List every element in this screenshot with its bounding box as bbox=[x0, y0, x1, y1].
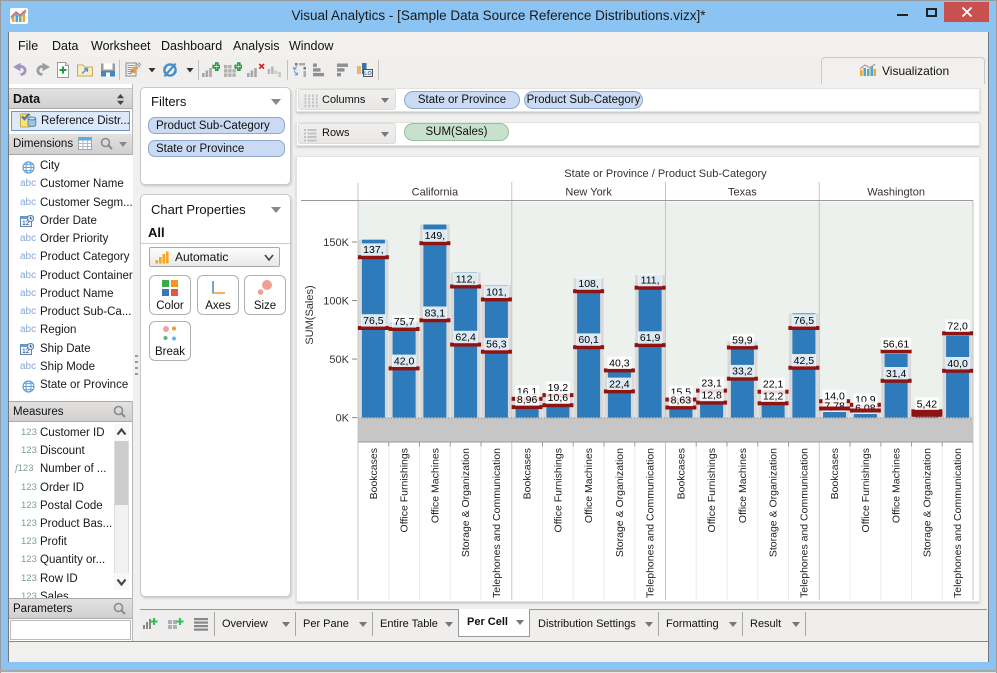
svg-text:76,5: 76,5 bbox=[363, 315, 384, 327]
svg-text:SUM(Sales): SUM(Sales) bbox=[304, 285, 316, 344]
svg-text:Storage & Organization: Storage & Organization bbox=[921, 448, 933, 557]
svg-text:22,4: 22,4 bbox=[609, 378, 630, 390]
svg-text:108,: 108, bbox=[578, 278, 598, 290]
svg-text:Office Furnishings: Office Furnishings bbox=[860, 448, 872, 532]
svg-text:12: 12 bbox=[22, 348, 30, 355]
svg-text:112,: 112, bbox=[456, 274, 476, 286]
svg-text:31,4: 31,4 bbox=[886, 368, 907, 380]
svg-text:Storage & Organization: Storage & Organization bbox=[460, 448, 472, 557]
svg-text:60,1: 60,1 bbox=[578, 334, 599, 346]
svg-text:12: 12 bbox=[22, 220, 30, 227]
svg-text:Bookcases: Bookcases bbox=[829, 448, 841, 499]
svg-text:19,2: 19,2 bbox=[548, 382, 569, 394]
svg-text:59,9: 59,9 bbox=[732, 335, 753, 347]
svg-text:Storage & Organization: Storage & Organization bbox=[768, 448, 780, 557]
svg-text:Bookcases: Bookcases bbox=[675, 448, 687, 499]
svg-text:Storage & Organization: Storage & Organization bbox=[614, 448, 626, 557]
svg-text:40,0: 40,0 bbox=[947, 358, 968, 370]
svg-text:40,3: 40,3 bbox=[609, 357, 630, 369]
svg-text:61,9: 61,9 bbox=[640, 332, 661, 344]
svg-text:101,: 101, bbox=[486, 286, 506, 298]
svg-text:149,: 149, bbox=[425, 230, 445, 242]
svg-text:12,2: 12,2 bbox=[763, 390, 784, 402]
svg-text:42,5: 42,5 bbox=[794, 355, 815, 367]
svg-text:75,7: 75,7 bbox=[394, 316, 415, 328]
svg-text:23,1: 23,1 bbox=[701, 378, 722, 390]
svg-text:Office Furnishings: Office Furnishings bbox=[552, 448, 564, 532]
svg-text:Bookcases: Bookcases bbox=[368, 448, 380, 499]
svg-text:8,63: 8,63 bbox=[671, 395, 692, 407]
svg-text:Bookcases: Bookcases bbox=[522, 448, 534, 499]
svg-text:6,08: 6,08 bbox=[855, 402, 876, 414]
svg-text:56,3: 56,3 bbox=[486, 339, 507, 351]
svg-text:Office Furnishings: Office Furnishings bbox=[399, 448, 411, 532]
svg-text:5,42: 5,42 bbox=[917, 398, 938, 410]
svg-text:Telephones and Communication: Telephones and Communication bbox=[952, 448, 964, 598]
svg-text:12,8: 12,8 bbox=[701, 390, 722, 402]
svg-text:50K: 50K bbox=[329, 354, 349, 366]
svg-text:137,: 137, bbox=[363, 244, 383, 256]
svg-text:Office Machines: Office Machines bbox=[737, 448, 749, 523]
svg-text:Office Machines: Office Machines bbox=[583, 448, 595, 523]
svg-text:72,0: 72,0 bbox=[947, 320, 968, 332]
svg-text:LO: LO bbox=[364, 71, 372, 77]
svg-text:22,1: 22,1 bbox=[763, 379, 784, 391]
svg-text:100K: 100K bbox=[323, 296, 349, 308]
svg-text:76,5: 76,5 bbox=[794, 315, 815, 327]
svg-text:7,78: 7,78 bbox=[824, 400, 845, 412]
svg-text:Texas: Texas bbox=[728, 187, 757, 199]
svg-text:150K: 150K bbox=[323, 237, 349, 249]
svg-text:10,6: 10,6 bbox=[548, 392, 569, 404]
svg-text:42,0: 42,0 bbox=[394, 355, 415, 367]
svg-text:California: California bbox=[412, 187, 459, 199]
svg-text:33,2: 33,2 bbox=[732, 366, 753, 378]
svg-text:Office Furnishings: Office Furnishings bbox=[706, 448, 718, 532]
svg-text:56,61: 56,61 bbox=[883, 338, 909, 350]
svg-text:Telephones and Communication: Telephones and Communication bbox=[798, 448, 810, 598]
svg-text:Telephones and Communication: Telephones and Communication bbox=[645, 448, 657, 598]
svg-text:111,: 111, bbox=[641, 275, 660, 287]
svg-text:0K: 0K bbox=[336, 413, 350, 425]
svg-text:83,1: 83,1 bbox=[425, 307, 446, 319]
svg-text:8,96: 8,96 bbox=[517, 394, 538, 406]
svg-text:Office Machines: Office Machines bbox=[429, 448, 441, 523]
svg-text:Office Machines: Office Machines bbox=[891, 448, 903, 523]
svg-text:Washington: Washington bbox=[867, 187, 925, 199]
svg-text:New York: New York bbox=[565, 187, 612, 199]
svg-text:62,4: 62,4 bbox=[455, 332, 476, 344]
svg-text:Telephones and Communication: Telephones and Communication bbox=[491, 448, 503, 598]
svg-text:State or Province / Product Su: State or Province / Product Sub-Category bbox=[564, 168, 767, 180]
